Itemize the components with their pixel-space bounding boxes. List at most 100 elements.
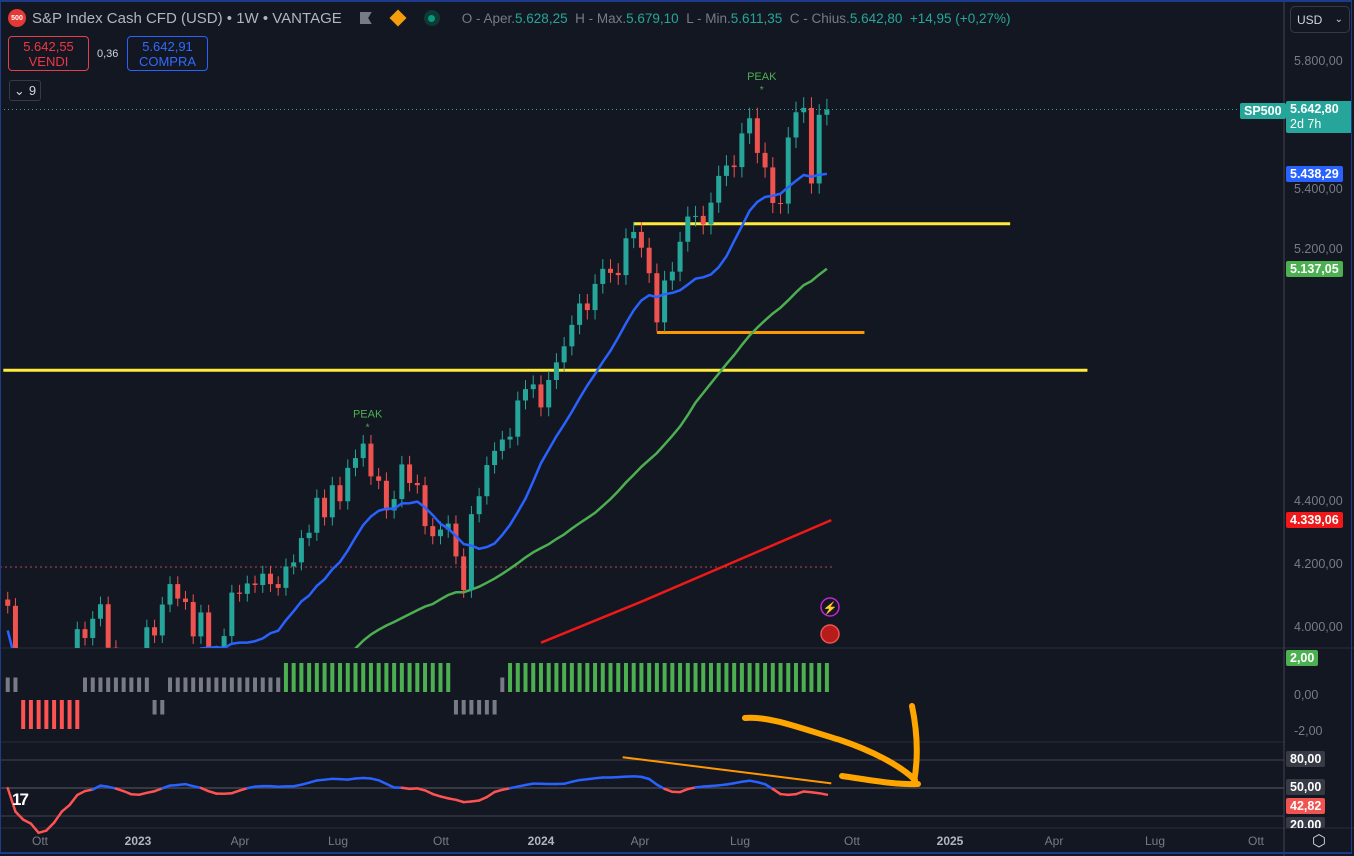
currency-select[interactable]: USD ⌄ [1290, 6, 1350, 33]
candle [422, 485, 428, 527]
candle [59, 658, 64, 705]
candle [352, 458, 358, 468]
candle [623, 238, 629, 276]
price-axis-label: 4.400,00 [1294, 494, 1343, 508]
rsi-line-segment [771, 787, 782, 796]
oscillator-bar [28, 700, 33, 729]
oscillator-bar [817, 663, 822, 692]
oscillator-bar [392, 663, 397, 692]
oscillator-bar [647, 663, 652, 692]
peak-marker-icon: * [760, 85, 764, 96]
candle [5, 599, 11, 606]
indicators-toggle-button[interactable]: ⌄ 9 [9, 80, 41, 101]
oscillator-bar [763, 663, 768, 692]
oscillator-bar [67, 700, 72, 729]
rsi-line-segment [763, 782, 775, 791]
oscillator-bar [554, 663, 559, 692]
oscillator-bar [739, 663, 744, 692]
oscillator-bar [152, 700, 157, 715]
oscillator-bar [21, 700, 26, 729]
price-axis-label: 4.000,00 [1294, 620, 1343, 634]
oscillator-bar [515, 663, 520, 692]
oscillator-bar [531, 663, 536, 692]
candle [12, 605, 18, 648]
candle [267, 573, 273, 585]
rsi-line-segment [315, 778, 326, 782]
rsi-line-segment [385, 782, 396, 789]
oscillator-bar [708, 663, 713, 692]
candle [561, 346, 567, 363]
rsi-line-segment [454, 798, 465, 804]
diamond-icon[interactable] [389, 9, 407, 27]
sell-label: VENDI [28, 54, 69, 69]
oscillator-bar [276, 677, 281, 692]
rsi-line-segment [748, 779, 759, 784]
rsi-line-segment [593, 776, 605, 780]
candle [584, 303, 590, 311]
time-axis-label: Apr [230, 834, 250, 848]
oscillator-bar [701, 663, 706, 692]
candle [383, 480, 389, 511]
rsi-line-segment [616, 775, 628, 779]
sell-price: 5.642,55 [23, 39, 74, 54]
symbol-title[interactable]: S&P Index Cash CFD (USD) • 1W • VANTAGE [32, 9, 342, 27]
rsi-line-segment [361, 776, 373, 780]
buy-button[interactable]: 5.642,91 COMPRA [127, 36, 208, 71]
symbol-header: 500 S&P Index Cash CFD (USD) • 1W • VANT… [8, 9, 1010, 27]
rsi-line-segment [6, 786, 17, 813]
candle [708, 202, 714, 225]
oscillator-bar [191, 677, 196, 692]
oscillator-bar [353, 663, 358, 692]
oscillator-bar [616, 663, 621, 692]
oscillator-bar [438, 663, 443, 692]
rsi-line-segment [779, 792, 790, 797]
sell-button[interactable]: 5.642,55 VENDI [8, 36, 89, 71]
time-axis-label: Ott [432, 834, 450, 848]
rsi-line-segment [45, 821, 56, 832]
rsi-line-segment [300, 781, 311, 786]
candle [44, 740, 49, 758]
rsi-level-tag: 80,00 [1286, 751, 1326, 767]
oscillator-bar [160, 700, 165, 715]
candle [716, 175, 722, 203]
candle [608, 268, 614, 273]
rsi-line-segment [21, 818, 33, 825]
candle [437, 529, 443, 537]
rsi-line-segment [701, 784, 713, 788]
rsi-line-segment [516, 783, 527, 788]
candle [770, 167, 776, 203]
hand-drawn-arrow [742, 703, 921, 788]
oscillator-bar [144, 677, 149, 692]
rsi-line-segment [756, 780, 767, 786]
tradingview-logo[interactable]: 17 [12, 790, 29, 809]
candle [376, 476, 382, 481]
main-pane: PEAK * PEAK * [0, 71, 1284, 758]
time-axis-label: 2025 [936, 834, 964, 848]
rsi-line-segment [717, 783, 728, 787]
candle [445, 523, 451, 530]
candle [237, 592, 243, 594]
candle [36, 740, 41, 757]
candle [492, 450, 498, 466]
oscillator-bar [670, 663, 675, 692]
lightning-glyph: ⚡ [823, 601, 838, 615]
rsi-line-segment [493, 788, 504, 794]
rsi-line-segment [114, 787, 125, 793]
oscillator-bar [75, 700, 80, 729]
time-axis-label: Lug [1144, 834, 1166, 848]
chevron-down-icon: ⌄ [13, 82, 25, 98]
oscillator-bar [770, 663, 775, 692]
oscillator-bar [260, 677, 265, 692]
settings-icon[interactable]: ⬡ [1312, 833, 1326, 850]
oscillator-bar [801, 663, 806, 692]
rsi-line-segment [810, 790, 821, 795]
oscillator-bar [90, 677, 95, 692]
candle [414, 482, 420, 486]
oscillator-bar [593, 663, 598, 692]
flag-icon[interactable] [359, 12, 372, 24]
oscillator-bar [198, 677, 203, 692]
oscillator-bar [446, 663, 451, 692]
rsi-line-segment [501, 786, 512, 792]
oscillator-bar [113, 677, 118, 692]
